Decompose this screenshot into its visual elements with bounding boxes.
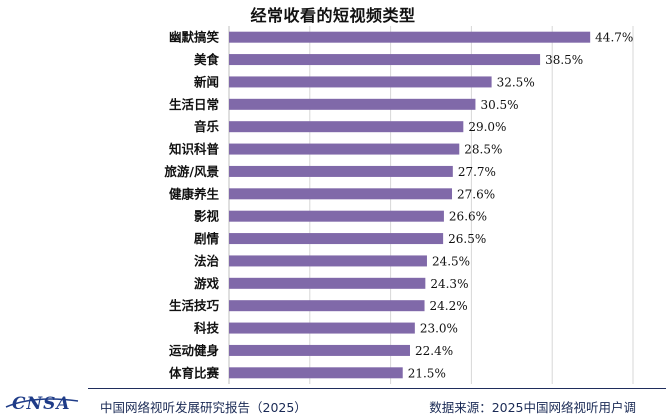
- value-label: 24.5%: [432, 254, 470, 268]
- bar: [229, 121, 464, 133]
- category-label: 音乐: [194, 119, 220, 134]
- category-label: 法治: [194, 253, 220, 268]
- bar: [229, 188, 453, 200]
- value-label: 44.7%: [595, 31, 633, 45]
- bar: [229, 255, 427, 267]
- bar: [229, 233, 444, 245]
- data-source: 数据来源：2025中国网络视听用户调: [429, 400, 636, 415]
- category-label: 体育比赛: [169, 365, 220, 380]
- category-label: 影视: [194, 209, 220, 224]
- category-label: 生活日常: [169, 97, 219, 112]
- bar: [229, 300, 425, 312]
- bar-chart: 幽默搞笑 44.7% 美食 38.5% 新闻 32.5% 生活日常 30.5% 音乐 29.0% 知…: [163, 26, 634, 384]
- category-label: 美食: [194, 52, 220, 67]
- logo-text: CNSA: [12, 394, 71, 414]
- bar: [229, 143, 460, 155]
- value-label: 24.2%: [430, 299, 468, 313]
- footer: CNSA 中国网络视听发展研究报告（2025） 数据来源：2025中国网络视听用…: [0, 384, 666, 419]
- bar: [229, 98, 476, 110]
- value-label: 27.6%: [457, 187, 495, 201]
- footer-divider: [88, 388, 666, 389]
- category-label: 幽默搞笑: [169, 30, 220, 45]
- bar: [229, 210, 444, 222]
- labels-layer: 幽默搞笑 44.7% 美食 38.5% 新闻 32.5% 生活日常 30.5% 音乐 29.0% 知…: [163, 30, 633, 381]
- chart-title: 经常收看的短视频类型: [250, 6, 416, 25]
- value-label: 21.5%: [408, 366, 446, 380]
- bar: [229, 344, 410, 356]
- category-label: 新闻: [194, 74, 219, 89]
- bar: [229, 76, 492, 88]
- value-label: 26.6%: [449, 210, 487, 224]
- category-label: 健康养生: [169, 186, 220, 201]
- bars-layer: [229, 31, 591, 379]
- value-label: 29.0%: [468, 120, 506, 134]
- value-label: 24.3%: [430, 277, 468, 291]
- cnsa-logo: CNSA: [4, 393, 80, 415]
- category-label: 剧情: [194, 231, 220, 246]
- value-label: 38.5%: [545, 53, 583, 67]
- value-label: 28.5%: [464, 143, 502, 157]
- value-label: 22.4%: [415, 344, 453, 358]
- category-label: 旅游/风景: [163, 164, 219, 179]
- value-label: 26.5%: [448, 232, 486, 246]
- category-label: 生活技巧: [169, 298, 220, 313]
- value-label: 27.7%: [458, 165, 496, 179]
- value-label: 23.0%: [420, 322, 458, 336]
- bar: [229, 277, 426, 289]
- category-label: 游戏: [194, 276, 220, 291]
- value-label: 30.5%: [480, 98, 518, 112]
- category-label: 知识科普: [168, 142, 220, 157]
- report-title: 中国网络视听发展研究报告（2025）: [100, 400, 307, 415]
- bar: [229, 165, 453, 177]
- bar: [229, 367, 403, 379]
- bar: [229, 322, 415, 334]
- value-label: 32.5%: [497, 75, 535, 89]
- bar: [229, 54, 541, 66]
- category-label: 科技: [194, 321, 220, 336]
- logo-swoosh-icon: [5, 398, 79, 408]
- category-label: 运动健身: [169, 343, 220, 358]
- bar: [229, 31, 591, 43]
